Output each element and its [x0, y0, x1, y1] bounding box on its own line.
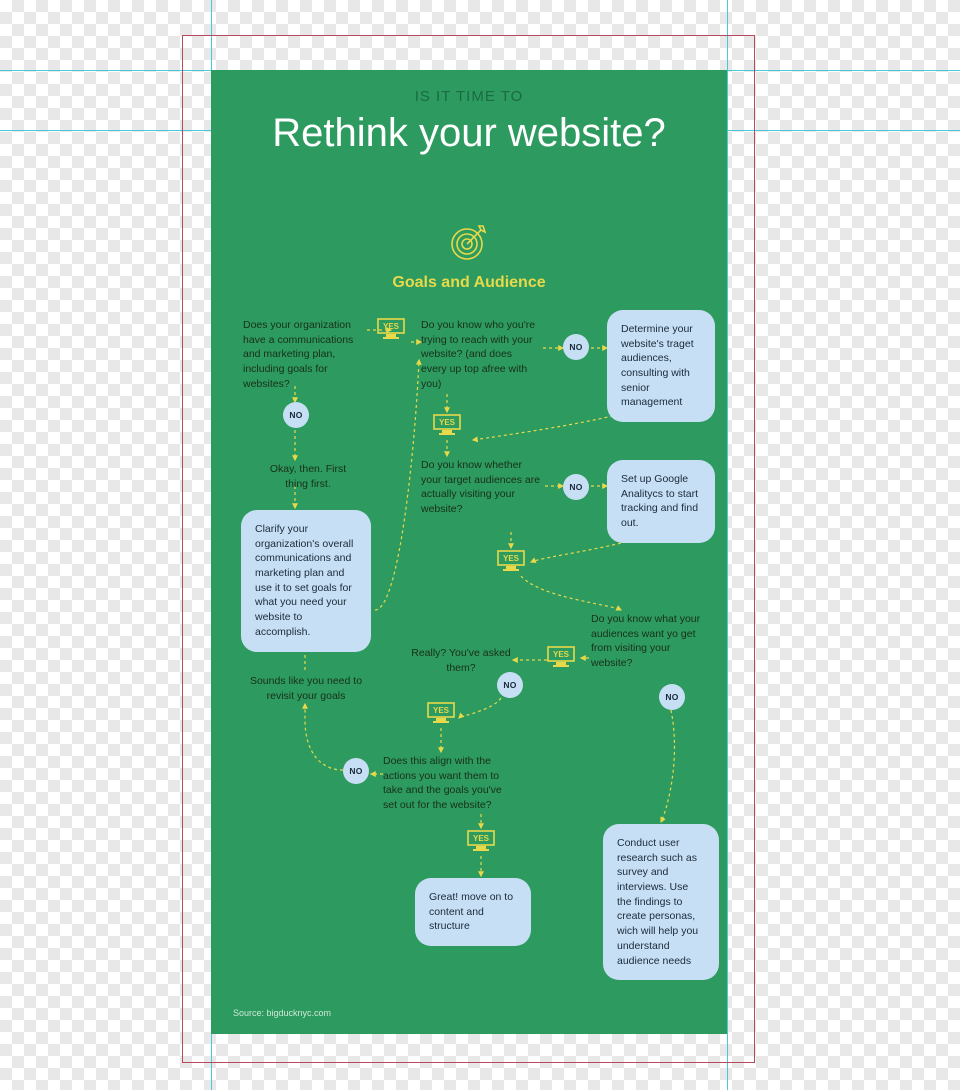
flow-text-q5: Does this align with the actions you wan… [383, 754, 515, 813]
flow-text-q2: Do you know who you're trying to reach w… [421, 318, 539, 391]
svg-text:YES: YES [473, 834, 490, 843]
yes-monitor: YES [467, 830, 495, 857]
infographic-panel: IS IT TIME TO Rethink your website? Goal… [211, 70, 727, 1034]
edge [661, 710, 675, 822]
decision-no-no1: NO [283, 402, 309, 428]
svg-text:YES: YES [383, 322, 400, 331]
decision-no-no6: NO [343, 758, 369, 784]
edge [305, 704, 343, 770]
yes-monitor: YES [497, 550, 525, 577]
decision-no-no3: NO [563, 474, 589, 500]
yes-monitor: YES [377, 318, 405, 345]
flow-bubble-b5: Conduct user research such as survey and… [603, 824, 719, 980]
yes-monitor: YES [433, 414, 461, 441]
svg-text:YES: YES [503, 554, 520, 563]
flow-text-t3: Sounds like you need to revisit your goa… [241, 674, 371, 703]
edge [459, 698, 501, 718]
edge [375, 360, 419, 610]
flow-text-q4: Do you know what your audiences want yo … [591, 612, 711, 671]
section-subtitle: Goals and Audience [211, 274, 727, 292]
flow-text-t1: Okay, then. First thing first. [263, 462, 353, 491]
page-title: Rethink your website? [211, 110, 727, 156]
decision-no-no4: NO [659, 684, 685, 710]
target-icon [449, 222, 489, 262]
flow-text-q3: Do you know whether your target audience… [421, 458, 541, 517]
flow-text-q1: Does your organization have a communicat… [243, 318, 363, 391]
flow-bubble-b2: Set up Google Analitycs to start trackin… [607, 460, 715, 543]
svg-text:YES: YES [439, 418, 456, 427]
svg-text:YES: YES [433, 706, 450, 715]
decision-no-no5: NO [497, 672, 523, 698]
yes-monitor: YES [427, 702, 455, 729]
overtitle: IS IT TIME TO [211, 88, 727, 105]
yes-monitor: YES [547, 646, 575, 673]
source-credit: Source: bigducknyc.com [233, 1008, 331, 1018]
svg-text:YES: YES [553, 650, 570, 659]
edge [521, 576, 621, 610]
flow-bubble-b3: Clarify your organization's overall comm… [241, 510, 371, 652]
decision-no-no2: NO [563, 334, 589, 360]
flow-bubble-b1: Determine your website's traget audience… [607, 310, 715, 422]
flow-text-t2: Really? You've asked them? [411, 646, 511, 675]
flow-bubble-b4: Great! move on to content and structure [415, 878, 531, 946]
